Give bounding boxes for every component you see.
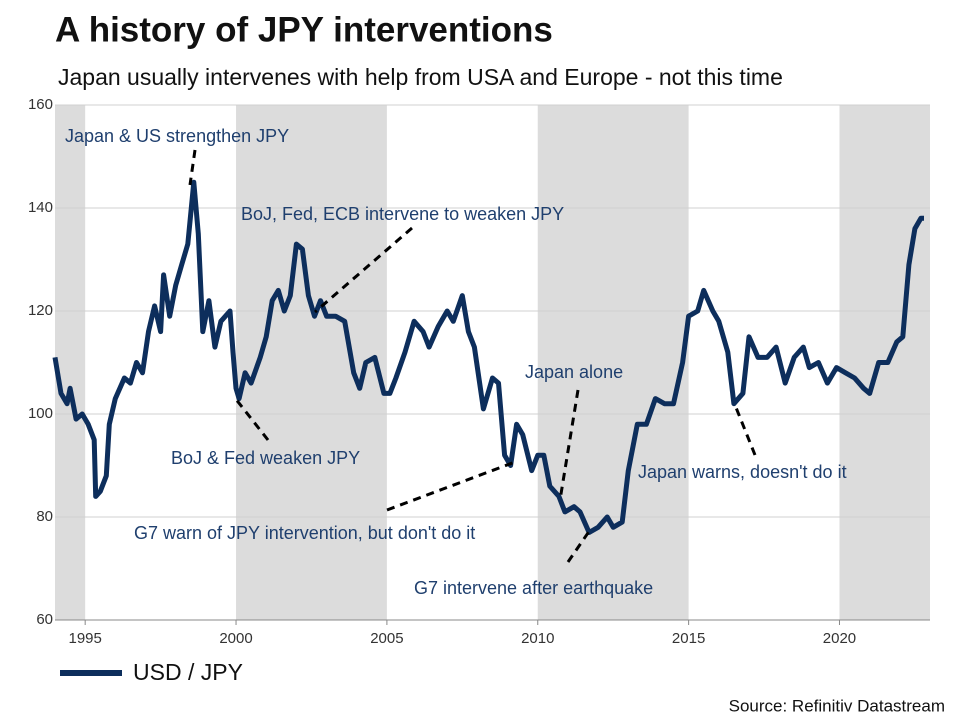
annotation: Japan alone <box>525 362 623 382</box>
shaded-band <box>537 105 689 620</box>
annotation-leader <box>314 226 413 314</box>
annotation: G7 warn of JPY intervention, but don't d… <box>134 523 475 543</box>
y-tick-label: 140 <box>28 199 53 216</box>
annotation-leader <box>733 404 757 456</box>
shaded-band <box>55 105 86 620</box>
annotation: Japan & US strengthen JPY <box>65 126 289 146</box>
x-tick-label: 2015 <box>672 630 705 647</box>
chart-subtitle: Japan usually intervenes with help from … <box>58 64 783 90</box>
y-tick-label: 160 <box>28 96 53 113</box>
y-tick-label: 100 <box>28 405 53 422</box>
annotation-leader <box>566 529 592 563</box>
line-series <box>52 179 924 535</box>
annotation: BoJ, Fed, ECB intervene to weaken JPY <box>241 204 564 224</box>
chart-title: A history of JPY interventions <box>55 10 553 49</box>
annotation: Japan warns, doesn't do it <box>638 462 847 482</box>
annotation-leader <box>386 460 516 512</box>
x-tick-label: 2010 <box>521 630 554 647</box>
shaded-band <box>236 105 387 620</box>
y-tick-label: 80 <box>36 508 53 525</box>
x-tick-label: 2000 <box>219 630 252 647</box>
x-tick-label: 1995 <box>68 630 101 647</box>
x-tick-label: 2020 <box>823 630 856 647</box>
annotation-leader <box>558 389 580 501</box>
annotation: BoJ & Fed weaken JPY <box>171 448 360 468</box>
x-tick-label: 2005 <box>370 630 403 647</box>
y-tick-label: 60 <box>36 611 53 628</box>
annotation-leader <box>233 397 270 441</box>
y-tick-label: 120 <box>28 302 53 319</box>
annotation: G7 intervene after earthquake <box>414 578 653 598</box>
annotation-leader <box>188 149 197 186</box>
legend-label: USD / JPY <box>133 659 243 685</box>
source: Source: Refinitiv Datastream <box>729 696 945 715</box>
